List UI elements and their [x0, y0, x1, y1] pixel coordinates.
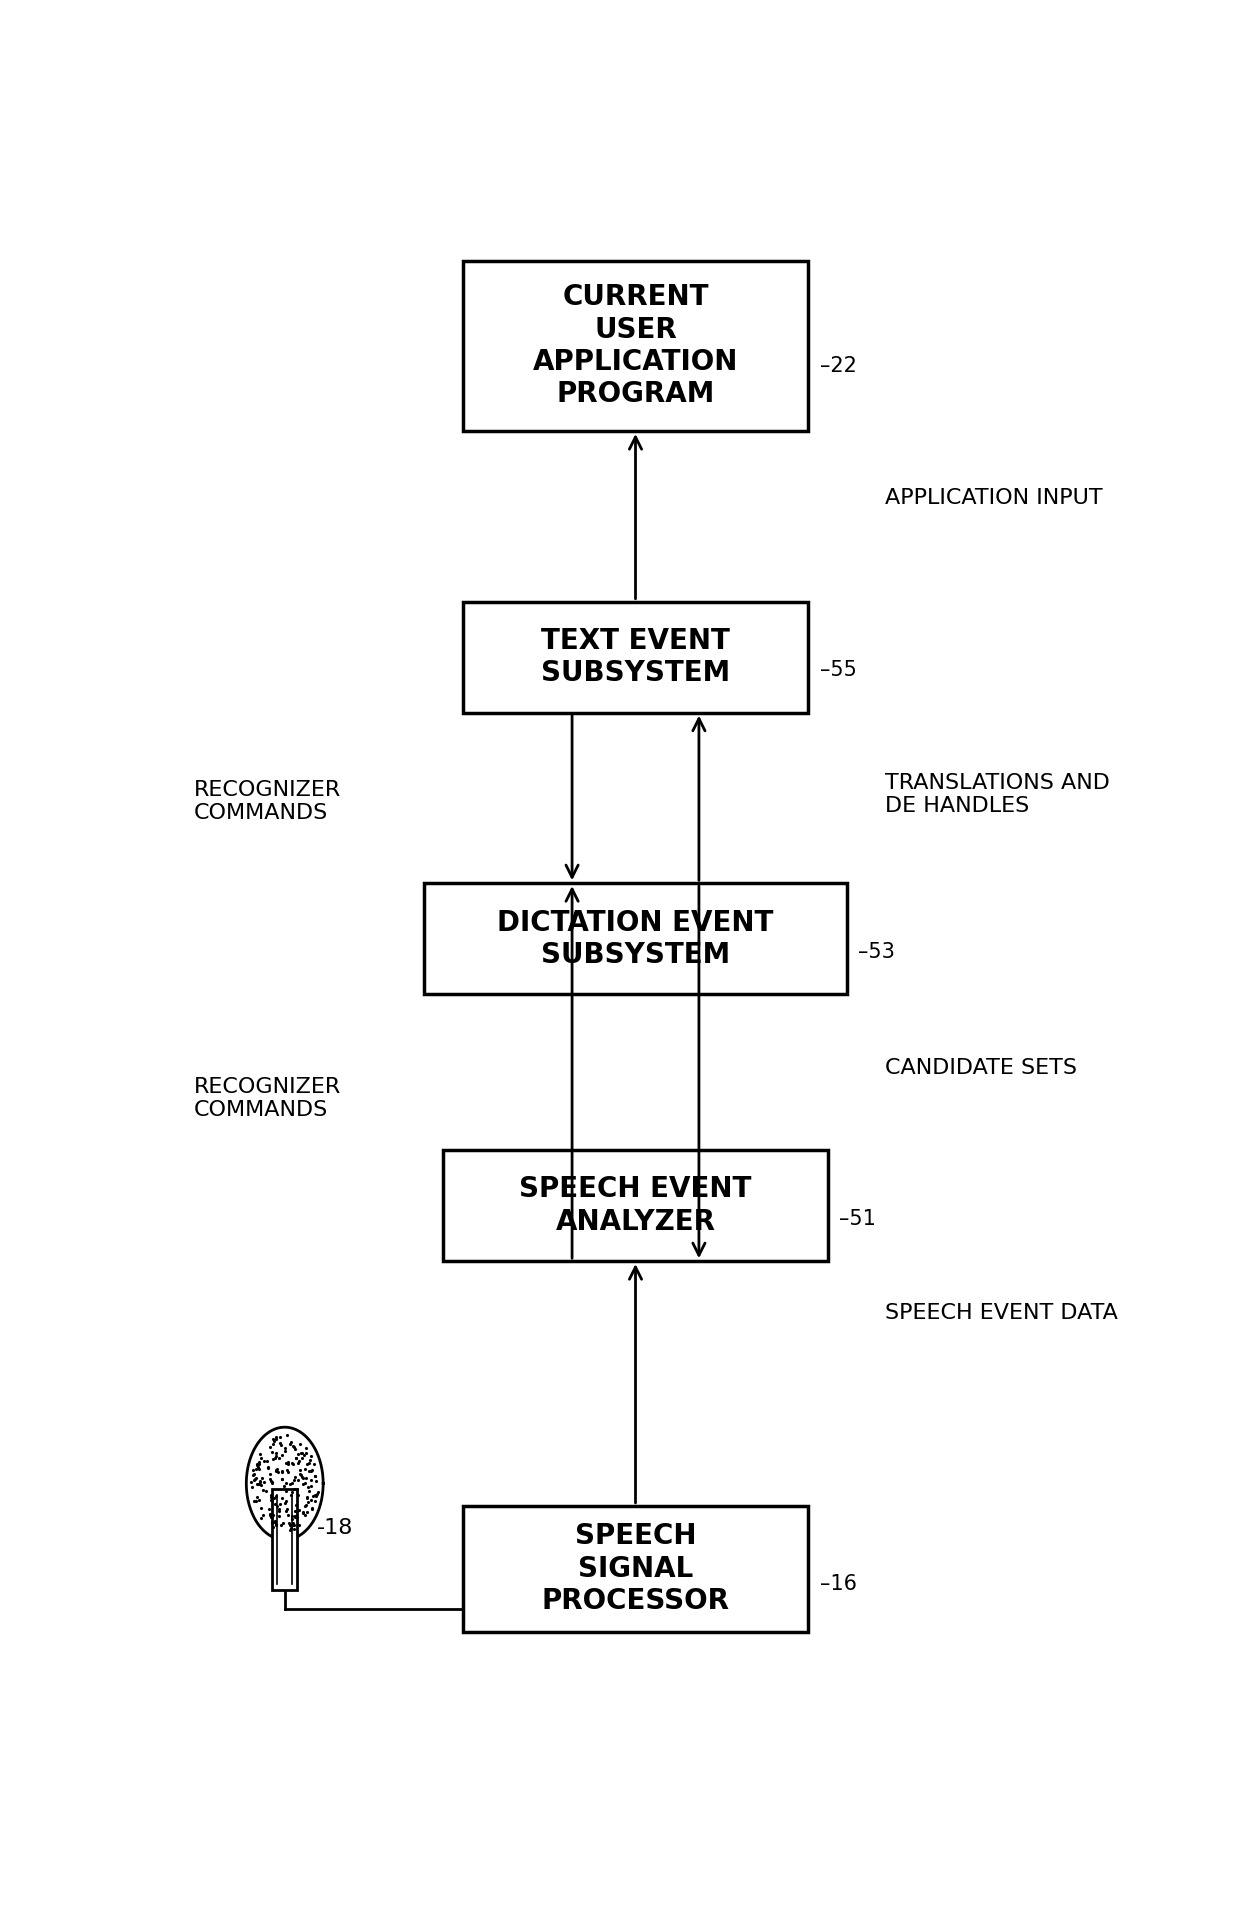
- Text: -18: -18: [316, 1519, 353, 1538]
- Text: SPEECH EVENT
ANALYZER: SPEECH EVENT ANALYZER: [520, 1176, 751, 1236]
- FancyBboxPatch shape: [424, 884, 847, 995]
- Text: CURRENT
USER
APPLICATION
PROGRAM: CURRENT USER APPLICATION PROGRAM: [533, 283, 738, 408]
- Text: RECOGNIZER
COMMANDS: RECOGNIZER COMMANDS: [193, 1076, 341, 1120]
- Text: –51: –51: [839, 1209, 877, 1228]
- Text: CANDIDATE SETS: CANDIDATE SETS: [885, 1059, 1078, 1078]
- Text: –22: –22: [820, 356, 857, 375]
- Text: –16: –16: [820, 1575, 857, 1594]
- FancyBboxPatch shape: [463, 1505, 808, 1632]
- Text: –55: –55: [820, 660, 857, 680]
- Text: SPEECH
SIGNAL
PROCESSOR: SPEECH SIGNAL PROCESSOR: [542, 1523, 729, 1615]
- Text: APPLICATION INPUT: APPLICATION INPUT: [885, 487, 1104, 508]
- FancyBboxPatch shape: [273, 1490, 298, 1590]
- Text: TEXT EVENT
SUBSYSTEM: TEXT EVENT SUBSYSTEM: [541, 628, 730, 687]
- Text: –53: –53: [858, 941, 895, 962]
- Text: TRANSLATIONS AND
DE HANDLES: TRANSLATIONS AND DE HANDLES: [885, 772, 1110, 816]
- FancyBboxPatch shape: [463, 601, 808, 712]
- FancyBboxPatch shape: [463, 260, 808, 431]
- FancyBboxPatch shape: [444, 1149, 828, 1261]
- Text: SPEECH EVENT DATA: SPEECH EVENT DATA: [885, 1303, 1118, 1322]
- Text: RECOGNIZER
COMMANDS: RECOGNIZER COMMANDS: [193, 780, 341, 824]
- Text: DICTATION EVENT
SUBSYSTEM: DICTATION EVENT SUBSYSTEM: [497, 909, 774, 968]
